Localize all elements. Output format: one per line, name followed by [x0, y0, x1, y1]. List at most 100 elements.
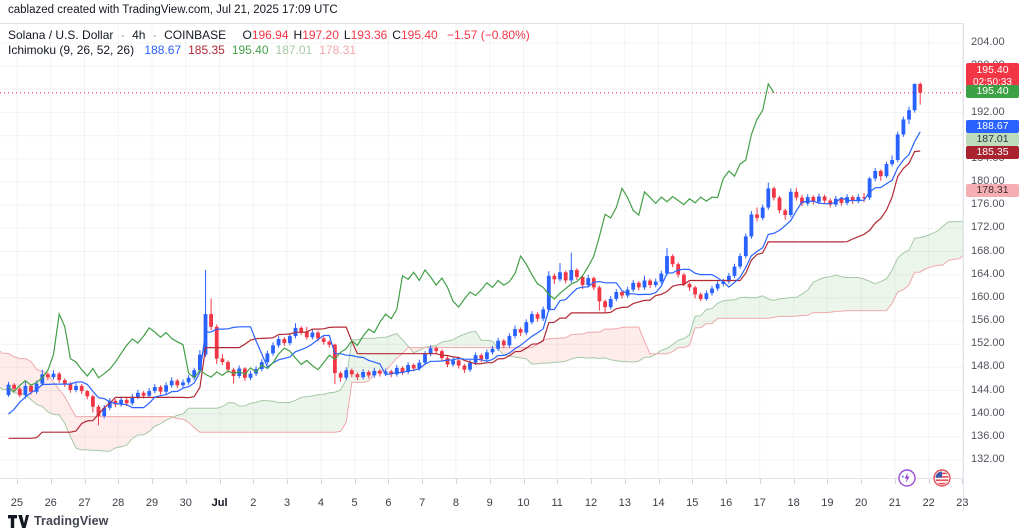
price-tick-label: 192.00	[971, 105, 1005, 118]
price-tick-label: 156.00	[971, 314, 1005, 326]
indicator-value: 185.35	[188, 43, 225, 57]
time-tick-mark	[523, 479, 525, 484]
symbol-legend-row[interactable]: Solana / U.S. Dollar · 4h · COINBASE O19…	[8, 28, 530, 42]
chart-legend: Solana / U.S. Dollar · 4h · COINBASE O19…	[8, 28, 530, 58]
time-tick-mark	[152, 479, 153, 484]
ohlc-value: 193.36	[350, 28, 388, 42]
time-tick-mark	[692, 479, 694, 484]
time-tick-label: 9	[486, 497, 493, 509]
time-tick-label: 26	[44, 497, 57, 509]
time-tick-mark	[253, 479, 255, 484]
time-tick-mark	[118, 479, 120, 484]
base-line-badge: 185.35	[966, 145, 1019, 159]
price-tick-label: 172.00	[971, 221, 1005, 234]
interval-label: 4h	[132, 28, 146, 42]
time-tick-label: 23	[956, 497, 969, 509]
time-tick-label: 21	[888, 497, 902, 509]
time-tick-label: 17	[753, 497, 766, 509]
time-tick-label: 29	[145, 497, 159, 509]
time-tick-mark	[388, 479, 390, 484]
symbol-name: Solana / U.S. Dollar	[8, 28, 114, 42]
time-tick-mark	[354, 479, 356, 484]
time-tick-mark	[827, 479, 829, 484]
legend-separator: ·	[152, 28, 157, 42]
time-tick-mark	[422, 479, 424, 484]
time-tick-label: 19	[821, 497, 834, 509]
time-tick-mark	[50, 479, 52, 484]
indicator-value: 195.40	[231, 43, 269, 57]
price-tick-label: 164.00	[971, 267, 1005, 280]
time-tick-mark	[557, 479, 559, 484]
time-tick-label: 6	[385, 497, 392, 509]
time-tick-label: Jul	[211, 497, 228, 509]
time-tick-label: 12	[584, 497, 598, 509]
time-tick-mark	[84, 479, 86, 484]
indicator-title: Ichimoku (9, 26, 52, 26)	[8, 43, 135, 57]
indicator-value: 178.31	[319, 43, 356, 57]
time-tick-label: 4	[317, 497, 324, 509]
price-chart[interactable]	[0, 24, 963, 479]
time-tick-mark	[624, 479, 626, 484]
indicator-values: 188.67 185.35 195.40 187.01 178.31	[137, 43, 356, 57]
time-tick-label: 28	[112, 497, 125, 509]
time-tick-mark	[219, 479, 221, 484]
price-tick-label: 148.00	[971, 360, 1005, 373]
price-tick-label: 140.00	[971, 406, 1005, 419]
time-tick-mark	[320, 479, 322, 484]
time-tick-label: 14	[652, 497, 665, 509]
time-tick-label: 15	[686, 497, 699, 509]
price-tick-label: 132.00	[971, 453, 1005, 465]
tradingview-logo[interactable]: TradingView	[8, 514, 109, 528]
time-tick-label: 10	[517, 497, 530, 509]
ohlc-key: L	[343, 28, 351, 42]
tradingview-logo-icon	[8, 514, 29, 528]
indicator-value: 187.01	[275, 43, 313, 57]
time-tick-label: 20	[854, 497, 868, 509]
legend-separator: ·	[120, 28, 125, 42]
time-tick-mark	[759, 479, 761, 484]
price-tick-label: 136.00	[971, 429, 1005, 442]
lagging-span-badge: 195.40	[966, 84, 1019, 98]
time-tick-mark	[591, 479, 592, 484]
price-tick-label: 176.00	[971, 198, 1005, 211]
time-tick-mark	[185, 479, 187, 484]
price-tick-label: 144.00	[971, 383, 1005, 396]
time-tick-label: 13	[618, 497, 631, 509]
ohlc-value: 196.94	[251, 28, 289, 42]
time-tick-label: 8	[452, 497, 459, 509]
time-tick-mark	[287, 479, 289, 484]
price-tick-label: 204.00	[971, 36, 1005, 48]
time-tick-label: 18	[787, 497, 800, 509]
time-tick-mark	[489, 479, 491, 484]
time-tick-label: 27	[78, 497, 91, 509]
time-tick-mark	[455, 479, 457, 484]
us-economic-event-icon[interactable]	[933, 469, 951, 487]
time-tick-label: 2	[250, 497, 257, 509]
ohlc-value: 195.40	[400, 28, 438, 42]
indicator-legend-row[interactable]: Ichimoku (9, 26, 52, 26) 188.67 185.35 195…	[8, 43, 530, 57]
time-tick-label: 11	[551, 497, 563, 509]
time-tick-label: 5	[351, 497, 358, 509]
price-axis[interactable]: 204.00200.00196.00192.00188.00184.00180.…	[963, 23, 1024, 510]
countdown-price-badge: 195.40 02:50:33	[966, 63, 1019, 89]
ohlc-key: O	[242, 28, 252, 42]
time-tick-label: 16	[719, 497, 733, 509]
time-tick-label: 30	[179, 497, 192, 509]
change-label: −1.57 (−0.80%)	[447, 28, 530, 42]
time-tick-label: 7	[419, 497, 426, 509]
chart-pane: Solana / U.S. Dollar · 4h · COINBASE O19…	[0, 23, 963, 479]
leading-span-a-badge: 187.01	[966, 133, 1019, 147]
attribution-text: cablazed created with TradingView.com, J…	[8, 4, 338, 16]
leading-span-b-badge: 178.31	[966, 183, 1019, 197]
indicator-value: 188.67	[144, 43, 182, 57]
price-tick-label: 160.00	[971, 290, 1005, 303]
exchange-label: COINBASE	[164, 28, 227, 42]
ohlc-key: C	[392, 28, 401, 42]
flash-event-icon[interactable]	[898, 469, 916, 487]
time-tick-mark	[894, 479, 896, 484]
time-tick-mark	[16, 479, 18, 484]
time-axis[interactable]: 25 26 27 28 29 30 Jul 2 3 4 5 6 7 8 9 10 11 12 13 14 15 16 17 1…	[0, 478, 969, 511]
time-tick-label: 3	[284, 497, 291, 509]
ohlc-key: H	[293, 28, 303, 42]
